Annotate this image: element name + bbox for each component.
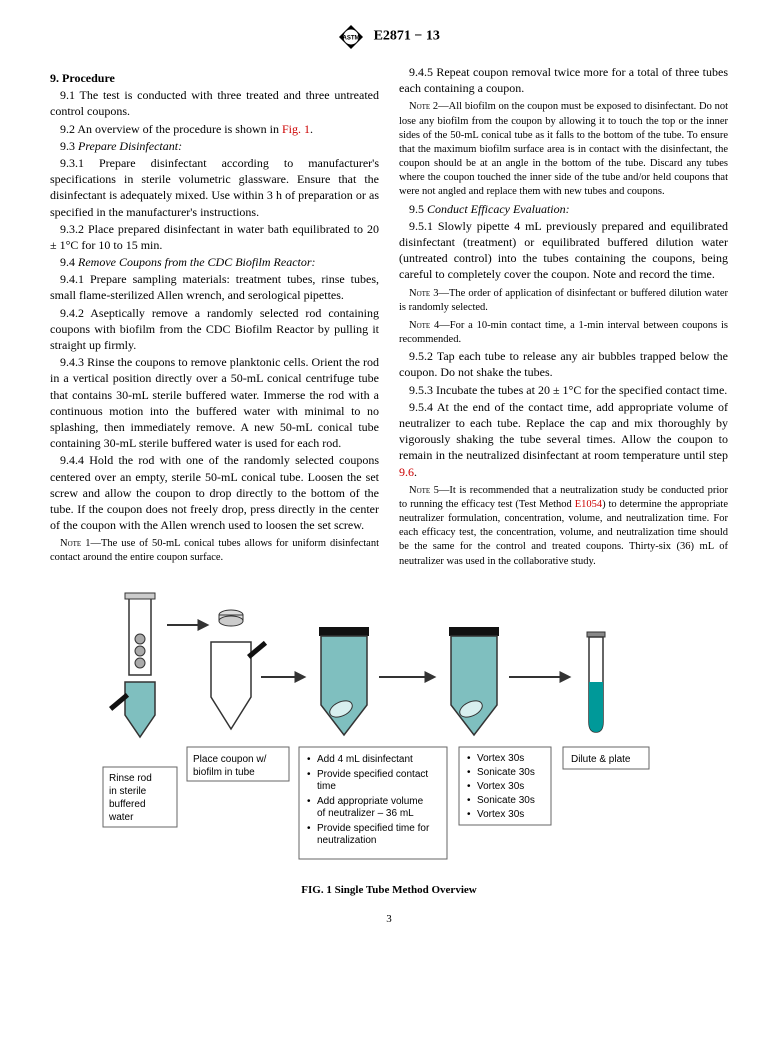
- fig-box-4: • Vortex 30s • Sonicate 30s • Vortex 30s • S…: [459, 747, 551, 825]
- doc-header: ASTM E2871 − 13: [50, 24, 728, 50]
- para-9-4-2: 9.4.2 Aseptically remove a randomly sele…: [50, 305, 379, 354]
- e1054-link[interactable]: E1054: [575, 499, 602, 510]
- doc-designation: E2871 − 13: [374, 29, 440, 44]
- svg-text:Provide specified contact: Provide specified contact: [317, 769, 428, 780]
- svg-text:•: •: [467, 753, 471, 764]
- svg-text:•: •: [467, 795, 471, 806]
- svg-text:neutralization: neutralization: [317, 835, 376, 846]
- svg-text:Rinse rod: Rinse rod: [109, 773, 152, 784]
- svg-text:in sterile: in sterile: [109, 786, 147, 797]
- svg-text:•: •: [307, 769, 311, 780]
- figure-1-svg: Rinse rod in sterile buffered water Plac…: [79, 587, 699, 877]
- svg-text:Sonicate 30s: Sonicate 30s: [477, 767, 535, 778]
- para-9-1: 9.1 The test is conducted with three tre…: [50, 87, 379, 119]
- step-9-6-link[interactable]: 9.6: [399, 465, 414, 479]
- svg-text:Vortex 30s: Vortex 30s: [477, 809, 524, 820]
- para-9-3-1: 9.3.1 Prepare disinfectant according to …: [50, 155, 379, 220]
- para-9-5-4: 9.5.4 At the end of the contact time, ad…: [399, 399, 728, 480]
- stage-5-testtube: [587, 632, 605, 732]
- svg-text:time: time: [317, 781, 336, 792]
- note-4: Note 4—For a 10-min contact time, a 1-mi…: [399, 319, 728, 347]
- note-3: Note 3—The order of application of disin…: [399, 287, 728, 315]
- para-9-4-1: 9.4.1 Prepare sampling materials: treatm…: [50, 271, 379, 303]
- subhead-9-5: 9.5 Conduct Efficacy Evaluation:: [399, 201, 728, 217]
- svg-text:Place coupon w/: Place coupon w/: [193, 754, 267, 765]
- stage-3-tube: [319, 627, 369, 735]
- svg-text:water: water: [108, 812, 134, 823]
- para-9-2: 9.2 An overview of the procedure is show…: [50, 121, 379, 137]
- svg-text:•: •: [467, 767, 471, 778]
- svg-text:•: •: [467, 781, 471, 792]
- stage-2-coupon-drop: [211, 610, 267, 729]
- svg-text:of neutralizer – 36 mL: of neutralizer – 36 mL: [317, 808, 414, 819]
- svg-text:•: •: [307, 796, 311, 807]
- para-9-3-2: 9.3.2 Place prepared disinfectant in wat…: [50, 221, 379, 253]
- svg-text:Add 4 mL disinfectant: Add 4 mL disinfectant: [317, 754, 413, 765]
- note-2: Note 2—All biofilm on the coupon must be…: [399, 100, 728, 199]
- subhead-9-3: 9.3 Prepare Disinfectant:: [50, 138, 379, 154]
- fig-box-5: Dilute & plate: [563, 747, 649, 769]
- para-9-5-1: 9.5.1 Slowly pipette 4 mL previously pre…: [399, 218, 728, 283]
- body-columns: 9. Procedure 9.1 The test is conducted w…: [50, 64, 728, 569]
- note-1: Note 1—The use of 50-mL conical tubes al…: [50, 537, 379, 565]
- figure-1: Rinse rod in sterile buffered water Plac…: [50, 587, 728, 898]
- svg-text:biofilm in tube: biofilm in tube: [193, 767, 255, 778]
- page-number: 3: [50, 912, 728, 927]
- astm-logo-icon: ASTM: [338, 24, 364, 50]
- svg-text:•: •: [467, 809, 471, 820]
- stage-1-rod: [109, 593, 155, 737]
- para-9-5-3: 9.5.3 Incubate the tubes at 20 ± 1°C for…: [399, 382, 728, 398]
- fig-box-3: • Add 4 mL disinfectant • Provide specifi…: [299, 747, 447, 859]
- fig1-link[interactable]: Fig. 1: [282, 122, 310, 136]
- svg-text:Sonicate 30s: Sonicate 30s: [477, 795, 535, 806]
- stage-4-tube: [449, 627, 499, 735]
- note-5: Note 5—It is recommended that a neutrali…: [399, 484, 728, 569]
- para-9-4-4: 9.4.4 Hold the rod with one of the rando…: [50, 452, 379, 533]
- svg-text:•: •: [307, 823, 311, 834]
- para-9-4-3: 9.4.3 Rinse the coupons to remove plankt…: [50, 354, 379, 451]
- figure-1-caption: FIG. 1 Single Tube Method Overview: [50, 883, 728, 898]
- svg-text:Vortex 30s: Vortex 30s: [477, 781, 524, 792]
- svg-text:Add appropriate volume: Add appropriate volume: [317, 796, 424, 807]
- svg-text:•: •: [307, 754, 311, 765]
- fig-box-1: Rinse rod in sterile buffered water: [103, 767, 177, 827]
- svg-text:Provide specified time for: Provide specified time for: [317, 823, 430, 834]
- svg-text:ASTM: ASTM: [343, 36, 360, 42]
- fig-box-2: Place coupon w/ biofilm in tube: [187, 747, 289, 781]
- section-9-title: 9. Procedure: [50, 70, 379, 86]
- para-9-5-2: 9.5.2 Tap each tube to release any air b…: [399, 348, 728, 380]
- subhead-9-4: 9.4 Remove Coupons from the CDC Biofilm …: [50, 254, 379, 270]
- svg-text:buffered: buffered: [109, 799, 146, 810]
- svg-text:Vortex 30s: Vortex 30s: [477, 753, 524, 764]
- svg-text:Dilute & plate: Dilute & plate: [571, 754, 631, 765]
- para-9-4-5: 9.4.5 Repeat coupon removal twice more f…: [399, 64, 728, 96]
